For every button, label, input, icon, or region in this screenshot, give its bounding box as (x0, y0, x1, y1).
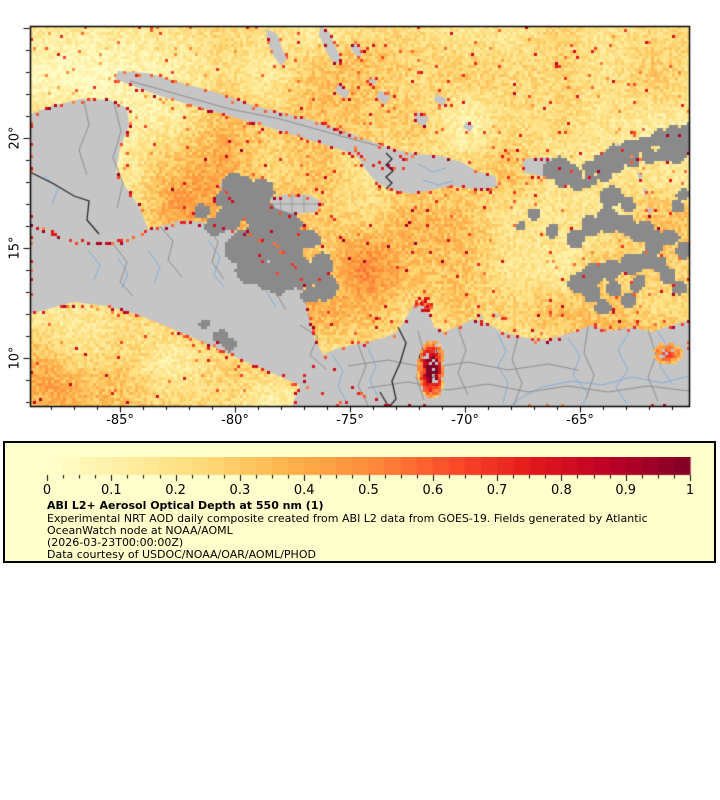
x-axis-tick-label: -85° (106, 413, 134, 428)
colorbar-tick-label: 0.9 (615, 483, 637, 498)
colorbar-tick-label: 0 (42, 483, 52, 498)
legend-timestamp: (2026-03-23T00:00:00Z) (47, 536, 184, 549)
aod-map-canvas (0, 0, 720, 432)
legend-description: Experimental NRT AOD daily composite cre… (47, 512, 648, 525)
colorbar-tick-label: 0.5 (358, 483, 379, 498)
y-axis-tick-label: 10° (7, 346, 23, 370)
colorbar-tick-label: 0.7 (486, 483, 508, 498)
x-axis-tick-label: -75° (336, 413, 364, 428)
map-area: -85° -80° -75° -70° -65° 20° 15° 10° (0, 0, 720, 432)
legend-title: ABI L2+ Aerosol Optical Depth at 550 nm … (47, 499, 324, 512)
colorbar (44, 457, 693, 483)
x-axis-tick-label: -65° (566, 413, 594, 428)
y-axis-tick-label: 15° (7, 236, 23, 260)
colorbar-tick-label: 0.2 (165, 483, 186, 498)
legend-courtesy: Data courtesy of USDOC/NOAA/OAR/AOML/PHO… (47, 548, 316, 561)
colorbar-tick-label: 0.8 (551, 483, 572, 498)
colorbar-tick-label: 0.1 (100, 483, 122, 498)
legend-box: 0 0.1 0.2 0.3 0.4 0.5 0.6 0.7 0.8 0.9 1 … (3, 441, 716, 563)
colorbar-tick-label: 0.3 (229, 483, 251, 498)
y-axis-tick-label: 20° (7, 126, 23, 150)
x-axis-tick-label: -80° (221, 413, 249, 428)
colorbar-tick-label: 1 (685, 483, 695, 498)
colorbar-tick-label: 0.6 (422, 483, 444, 498)
x-axis-tick-label: -70° (451, 413, 479, 428)
colorbar-tick-label: 0.4 (293, 483, 315, 498)
legend-description: OceanWatch node at NOAA/AOML (47, 524, 233, 537)
